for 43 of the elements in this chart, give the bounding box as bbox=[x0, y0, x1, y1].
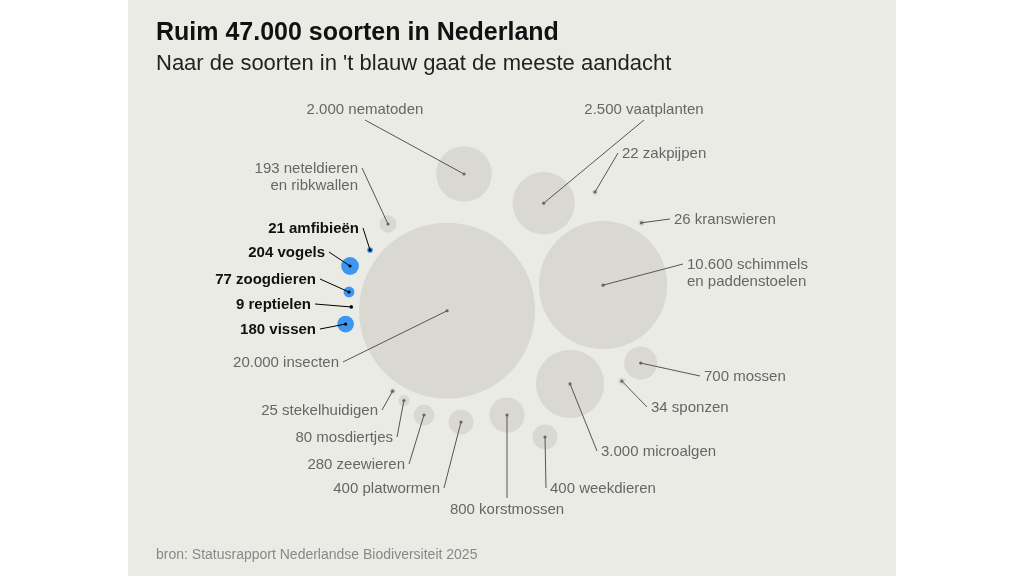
text: Naar de soorten in 't blauw gaat de meeste aandacht bbox=[156, 50, 672, 75]
category-label: zoogdieren bbox=[235, 270, 316, 287]
text: bron: Statusrapport Nederlandse Biodiversiteit 2025 bbox=[156, 546, 478, 562]
category-label: mossen bbox=[733, 367, 786, 384]
data-label: 180 bbox=[240, 320, 266, 337]
category-label: zeewieren bbox=[336, 455, 405, 472]
data-label: 25 bbox=[261, 401, 278, 418]
data-label: 34 bbox=[651, 398, 668, 415]
category-label: kranswieren bbox=[694, 210, 776, 227]
data-label: 204 bbox=[248, 243, 274, 260]
category-label: microalgen bbox=[642, 442, 717, 459]
category-label: vogels bbox=[277, 243, 325, 260]
category-label: stekelhuidigen bbox=[282, 401, 378, 418]
category-label: zakpijpen bbox=[642, 144, 707, 161]
data-label: 80 bbox=[295, 428, 313, 445]
data-label: 3.000 bbox=[601, 442, 639, 459]
category-label: sponzen bbox=[671, 398, 729, 415]
data-label: 10.600 bbox=[687, 255, 733, 272]
category-label: weekdieren bbox=[579, 479, 656, 496]
category-label: reptielen bbox=[248, 295, 311, 312]
data-label: 400 bbox=[333, 479, 359, 496]
category-label: amfibieën bbox=[288, 219, 359, 236]
category-label: insecten bbox=[283, 353, 339, 370]
category-label: nematoden bbox=[348, 100, 424, 117]
data-label: 20.000 bbox=[233, 353, 279, 370]
category-label: platwormen bbox=[362, 479, 440, 496]
data-label: 700 bbox=[704, 367, 730, 384]
data-label: 280 bbox=[307, 455, 333, 472]
data-label: 22 bbox=[622, 144, 639, 161]
data-label: 9 bbox=[235, 295, 245, 312]
data-label: 800 bbox=[449, 500, 475, 517]
data-label: 26 bbox=[674, 210, 691, 227]
category-label: vaatplanten bbox=[626, 100, 704, 117]
data-label: 2.000 bbox=[306, 100, 345, 117]
data-label: 2.500 bbox=[584, 100, 622, 117]
data-label: 400 bbox=[550, 479, 576, 496]
category-label: mosdiertjes bbox=[316, 428, 393, 445]
data-label: 77 bbox=[215, 270, 232, 287]
category-label: vissen bbox=[269, 320, 316, 337]
category-label: korstmossen bbox=[479, 500, 565, 517]
data-label: 21 bbox=[268, 219, 285, 236]
text: Ruim 47.000 soorten in Nederland bbox=[156, 17, 559, 45]
data-label: 193 bbox=[254, 159, 280, 176]
